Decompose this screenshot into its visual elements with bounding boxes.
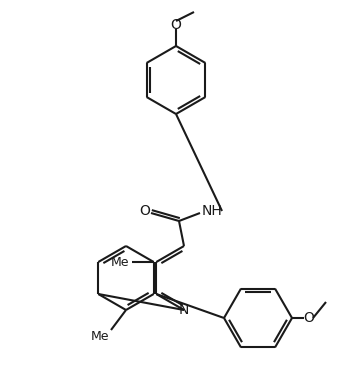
Text: Me: Me bbox=[90, 330, 109, 342]
Text: N: N bbox=[179, 303, 189, 317]
Text: Me: Me bbox=[111, 255, 130, 268]
Text: O: O bbox=[171, 18, 181, 32]
Text: NH: NH bbox=[202, 204, 222, 218]
Text: O: O bbox=[303, 311, 314, 325]
Text: O: O bbox=[139, 204, 150, 218]
